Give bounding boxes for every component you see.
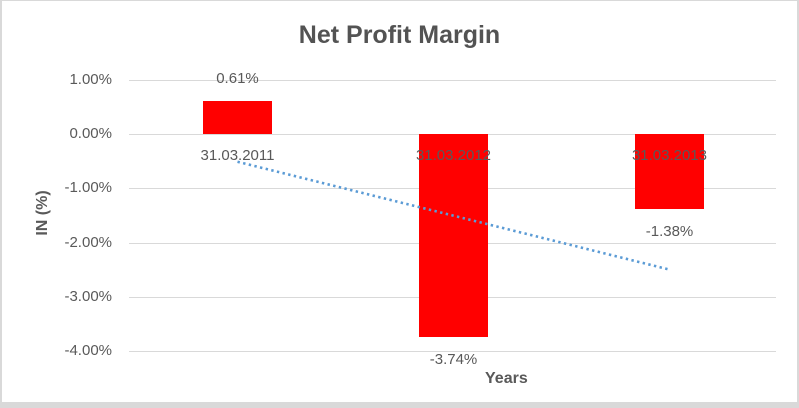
data-label: -3.74% — [429, 350, 478, 368]
chart-title: Net Profit Margin — [298, 21, 501, 49]
bar-31.03.2011[interactable] — [203, 101, 272, 135]
y-axis-tick-label: -1.00% — [64, 179, 112, 197]
gridline — [129, 80, 776, 81]
data-label: -1.38% — [645, 222, 694, 240]
y-axis-tick-label: -2.00% — [64, 233, 112, 251]
gridline — [129, 351, 776, 352]
x-axis-title: Years — [485, 370, 528, 387]
category-label: 31.03.2012 — [415, 147, 492, 165]
y-axis-tick-label: -3.00% — [64, 287, 112, 305]
bar-31.03.2013[interactable] — [635, 134, 704, 209]
data-label: 0.61% — [216, 70, 259, 88]
category-label: 31.03.2013 — [631, 147, 708, 165]
category-label: 31.03.2011 — [200, 147, 275, 165]
y-axis-tick-label: 0.00% — [69, 125, 112, 143]
y-axis-tick-label: 1.00% — [69, 71, 112, 88]
y-axis-tick-label: -4.00% — [64, 342, 112, 359]
y-axis-title: IN (%) — [34, 190, 51, 236]
